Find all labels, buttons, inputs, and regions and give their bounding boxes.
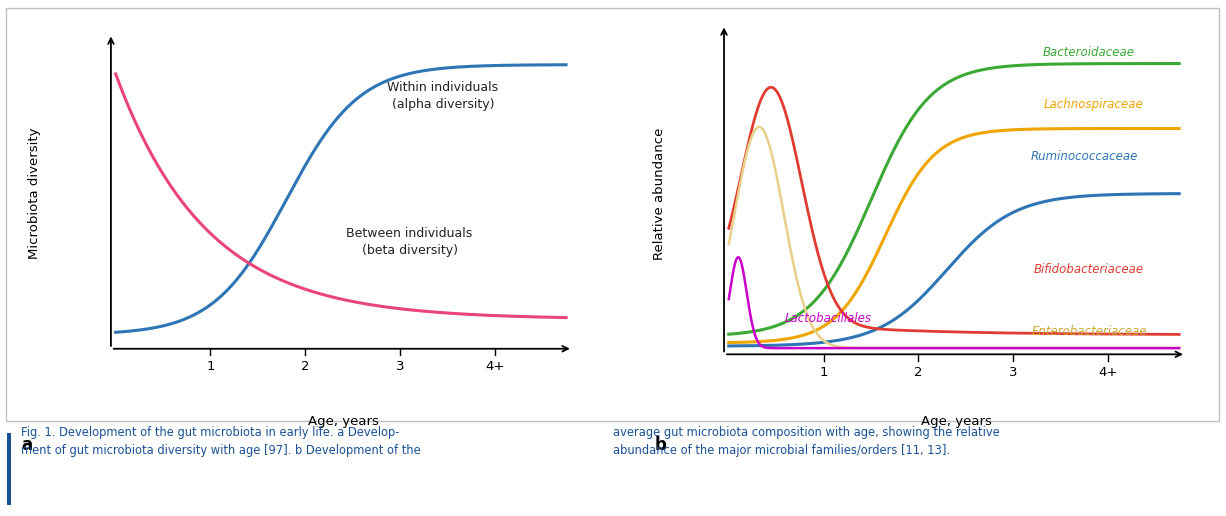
Text: Bacteroidaceae: Bacteroidaceae [1043, 46, 1135, 59]
Text: average gut microbiota composition with age, showing the relative
abundance of t: average gut microbiota composition with … [613, 426, 999, 457]
Text: Lachnospiraceae: Lachnospiraceae [1045, 98, 1144, 110]
Text: Between individuals
(beta diversity): Between individuals (beta diversity) [347, 227, 473, 256]
Text: a: a [22, 436, 33, 454]
Text: Enterobacteriaceae: Enterobacteriaceae [1031, 325, 1146, 338]
Text: 4+: 4+ [485, 360, 505, 373]
Text: 1: 1 [819, 366, 828, 379]
Text: b: b [655, 436, 667, 454]
Text: Fig. 1. Development of the gut microbiota in early life. a Develop-
ment of gut : Fig. 1. Development of the gut microbiot… [21, 426, 421, 457]
Text: Age, years: Age, years [308, 414, 379, 428]
Text: 4+: 4+ [1098, 366, 1118, 379]
Text: Ruminococcaceae: Ruminococcaceae [1031, 150, 1138, 163]
Text: Lactobacillales: Lactobacillales [785, 312, 872, 325]
Text: 1: 1 [206, 360, 215, 373]
Text: Bifidobacteriaceae: Bifidobacteriaceae [1034, 263, 1144, 277]
Text: Microbiota diversity: Microbiota diversity [28, 128, 40, 259]
Text: Relative abundance: Relative abundance [653, 127, 666, 260]
Text: 3: 3 [1009, 366, 1018, 379]
Text: Age, years: Age, years [921, 414, 992, 428]
Text: 3: 3 [396, 360, 405, 373]
Text: 2: 2 [302, 360, 309, 373]
Text: 2: 2 [915, 366, 923, 379]
Text: Within individuals
(alpha diversity): Within individuals (alpha diversity) [387, 80, 498, 111]
